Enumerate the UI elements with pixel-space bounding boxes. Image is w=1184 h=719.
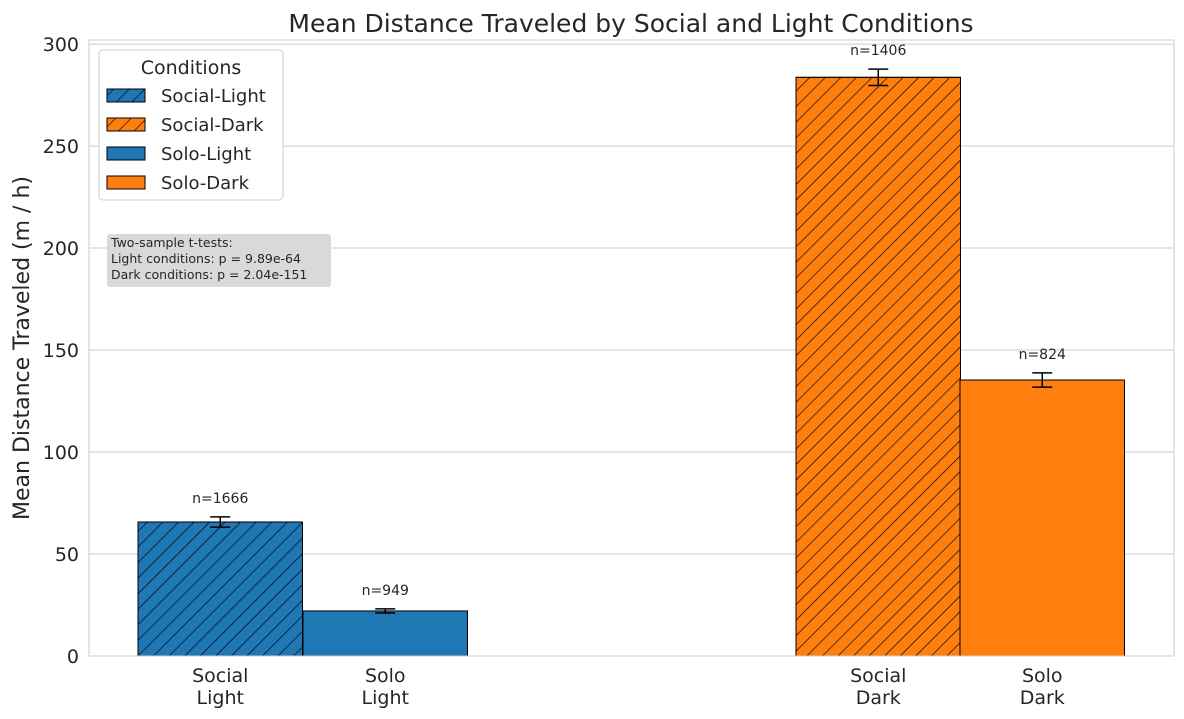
x-tick-line: Dark — [1020, 687, 1065, 709]
y-tick-label: 300 — [43, 34, 79, 56]
bar — [302, 610, 468, 657]
annotation-box — [107, 234, 331, 287]
bar-hatch — [795, 76, 961, 657]
legend-title: Conditions — [141, 57, 242, 79]
stats-annotation: Two-sample t-tests:Light conditions: p =… — [107, 234, 331, 287]
bar-hatch — [137, 521, 303, 657]
legend-swatch-hatch — [106, 117, 146, 132]
y-tick-label: 250 — [43, 136, 79, 158]
legend-swatch — [106, 175, 146, 190]
legend-label: Social-Dark — [161, 115, 264, 136]
y-tick-label: 150 — [43, 340, 79, 362]
x-tick-line: Solo — [1022, 665, 1063, 687]
y-tick-label: 0 — [67, 646, 79, 668]
x-tick-line: Solo — [365, 665, 406, 687]
x-tick-line: Dark — [856, 687, 901, 709]
x-tick-label: Solo Light — [362, 665, 409, 709]
x-tick-line: Light — [197, 687, 244, 709]
legend-box — [98, 49, 284, 201]
legend-label: Solo-Light — [161, 144, 251, 165]
y-tick-label: 200 — [43, 238, 79, 260]
chart-title: Mean Distance Traveled by Social and Lig… — [288, 9, 973, 38]
n-label: n=824 — [1019, 347, 1066, 363]
y-tick-label: 50 — [55, 544, 79, 566]
x-tick-label: Social Dark — [850, 665, 906, 709]
legend-swatch-hatch — [106, 88, 146, 103]
n-label: n=1666 — [192, 491, 248, 507]
annotation-line: Two-sample t-tests: — [110, 235, 233, 250]
annotation-line: Light conditions: p = 9.89e-64 — [111, 251, 301, 266]
x-tick-line: Light — [362, 687, 409, 709]
annotation-line: Dark conditions: p = 2.04e-151 — [111, 267, 307, 282]
x-tick-line: Social — [850, 665, 906, 687]
y-axis-label: Mean Distance Traveled (m / h) — [10, 176, 35, 520]
n-label: n=949 — [362, 583, 409, 599]
y-axis-ticks: 0 50 100 150 200 250 300 — [43, 34, 79, 668]
x-tick-label: Social Light — [192, 665, 248, 709]
x-tick-line: Social — [192, 665, 248, 687]
bar — [959, 379, 1125, 657]
legend: Conditions Social-Light Social-Dark Solo-Li… — [98, 49, 284, 201]
bars: n=1666 n=949 n=1406 n=824 — [137, 43, 1125, 657]
plot-frame — [88, 39, 1175, 657]
x-tick-label: Solo Dark — [1020, 665, 1065, 709]
legend-label: Solo-Dark — [161, 173, 250, 194]
y-tick-label: 100 — [43, 442, 79, 464]
n-label: n=1406 — [850, 43, 906, 59]
legend-label: Social-Light — [161, 86, 266, 107]
legend-swatch — [106, 146, 146, 161]
